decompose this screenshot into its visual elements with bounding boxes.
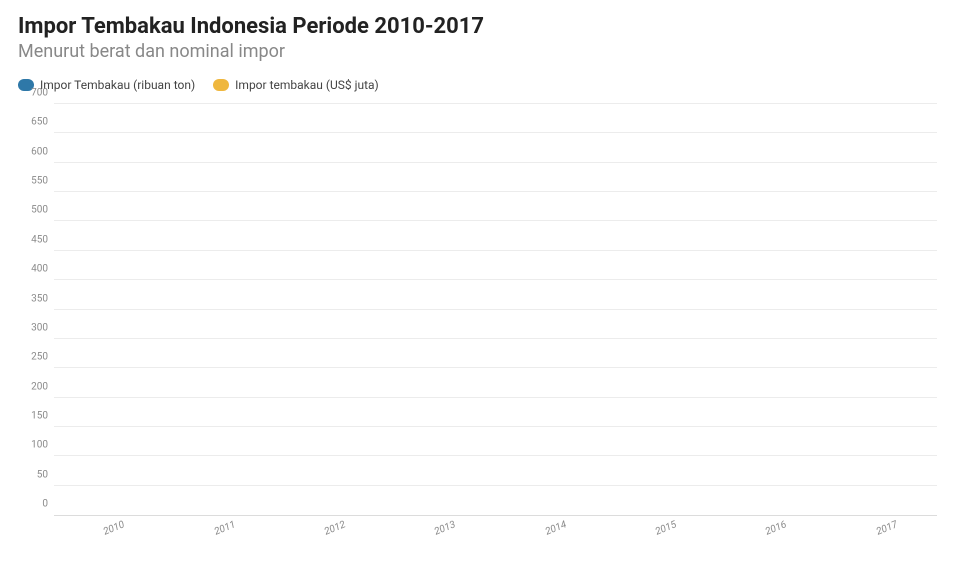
- gridline: [54, 132, 937, 133]
- gridline: [54, 338, 937, 339]
- gridline: [54, 426, 937, 427]
- legend-item-series2: Impor tembakau (US$ juta): [213, 78, 379, 92]
- y-tick-label: 300: [18, 322, 48, 333]
- chart-title: Impor Tembakau Indonesia Periode 2010-20…: [18, 14, 947, 39]
- legend-swatch-series2: [213, 79, 229, 91]
- gridline: [54, 220, 937, 221]
- gridline: [54, 103, 937, 104]
- gridline: [54, 367, 937, 368]
- gridline: [54, 279, 937, 280]
- y-tick-label: 50: [18, 469, 48, 480]
- legend-label-series1: Impor Tembakau (ribuan ton): [40, 78, 195, 92]
- y-tick-label: 450: [18, 234, 48, 245]
- plot-area: 0501001502002503003504004505005506006507…: [54, 104, 937, 516]
- y-tick-label: 0: [18, 499, 48, 510]
- y-tick-label: 350: [18, 293, 48, 304]
- gridline: [54, 485, 937, 486]
- y-tick-label: 200: [18, 381, 48, 392]
- legend-label-series2: Impor tembakau (US$ juta): [235, 78, 379, 92]
- bar-groups: [54, 104, 937, 515]
- chart-subtitle: Menurut berat dan nominal impor: [18, 41, 947, 62]
- y-tick-label: 100: [18, 440, 48, 451]
- gridline: [54, 191, 937, 192]
- gridline: [54, 250, 937, 251]
- gridline: [54, 397, 937, 398]
- y-tick-label: 150: [18, 410, 48, 421]
- y-tick-label: 600: [18, 146, 48, 157]
- gridline: [54, 309, 937, 310]
- y-tick-label: 400: [18, 264, 48, 275]
- gridline: [54, 162, 937, 163]
- gridline: [54, 455, 937, 456]
- y-tick-label: 250: [18, 352, 48, 363]
- y-tick-label: 700: [18, 88, 48, 99]
- y-tick-label: 500: [18, 205, 48, 216]
- y-tick-label: 650: [18, 117, 48, 128]
- legend: Impor Tembakau (ribuan ton) Impor tembak…: [18, 78, 947, 92]
- y-tick-label: 550: [18, 176, 48, 187]
- chart-area: 0501001502002503003504004505005506006507…: [54, 104, 937, 544]
- x-axis-labels: 20102011201220132014201520162017: [54, 516, 937, 544]
